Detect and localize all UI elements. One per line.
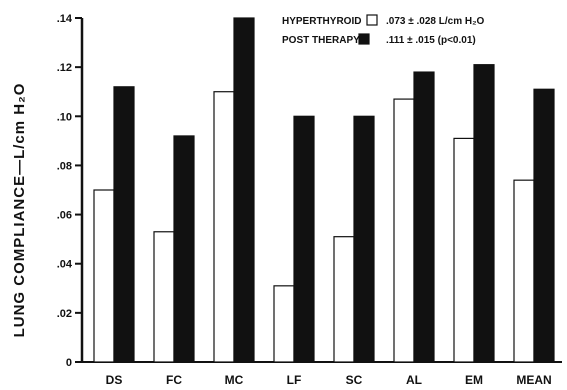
y-tick-label: 0 xyxy=(66,357,72,369)
category-label: LF xyxy=(287,373,302,387)
category-label: MEAN xyxy=(516,373,551,387)
category-label: AL xyxy=(406,373,422,387)
bar-hyperthyroid-fc xyxy=(153,231,175,363)
category-label: DS xyxy=(106,373,123,387)
category-label: SC xyxy=(346,373,363,387)
legend-label: POST THERAPY xyxy=(282,35,360,46)
bar-post-therapy-al xyxy=(413,71,435,363)
legend-stat: .073 ± .028 L/cm H₂O xyxy=(386,16,485,27)
bar-hyperthyroid-em xyxy=(453,137,475,363)
category-label: FC xyxy=(166,373,182,387)
bar-hyperthyroid-al xyxy=(393,98,415,363)
legend: HYPERTHYROID .073 ± .028 L/cm H₂O POST THE… xyxy=(282,14,485,46)
category-labels: DS FC MC LF SC AL EM MEAN xyxy=(106,373,552,387)
y-tick-label: .06 xyxy=(57,210,72,222)
legend-stat: .111 ± .015 (p<0.01) xyxy=(386,35,476,46)
bar-post-therapy-lf xyxy=(293,115,315,363)
bar-hyperthyroid-ds xyxy=(93,189,115,363)
bar-post-therapy-fc xyxy=(173,135,195,363)
bars xyxy=(93,17,555,363)
legend-swatch xyxy=(358,33,370,45)
bar-post-therapy-mc xyxy=(233,17,255,363)
bar-hyperthyroid-mc xyxy=(213,91,235,363)
y-tick-label: .04 xyxy=(57,259,73,271)
category-label: MC xyxy=(225,373,244,387)
bar-post-therapy-mean xyxy=(533,88,555,363)
y-axis-label: LUNG COMPLIANCE—L/cm H₂O xyxy=(11,83,28,338)
bar-post-therapy-sc xyxy=(353,115,375,363)
bar-hyperthyroid-lf xyxy=(273,285,295,363)
bar-post-therapy-em xyxy=(473,64,495,363)
bar-hyperthyroid-sc xyxy=(333,236,355,363)
y-tick-label: .08 xyxy=(57,160,72,172)
y-tick-label: .02 xyxy=(57,308,72,320)
y-tick-label: .12 xyxy=(57,62,72,74)
y-tick-label: .14 xyxy=(57,13,73,25)
legend-label: HYPERTHYROID xyxy=(282,16,361,27)
bar-hyperthyroid-mean xyxy=(513,179,535,363)
category-label: EM xyxy=(465,373,483,387)
y-tick-label: .10 xyxy=(57,111,72,123)
legend-swatch xyxy=(366,14,378,26)
bar-post-therapy-ds xyxy=(113,86,135,363)
